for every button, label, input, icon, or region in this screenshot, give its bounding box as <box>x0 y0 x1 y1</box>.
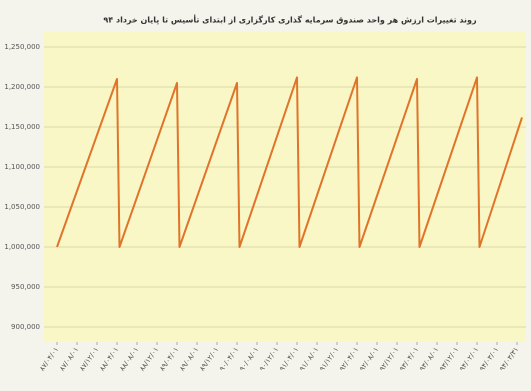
y-tick-label: 1,050,000 <box>4 203 40 211</box>
y-tick-label: 1,150,000 <box>4 123 40 131</box>
plot-area <box>44 32 526 342</box>
y-tick-label: 900,000 <box>11 323 40 331</box>
chart-title: روند تغییرات ارزش هر واحد صندوق سرمایه گ… <box>103 15 477 26</box>
line <box>56 76 523 248</box>
y-tick-label: 950,000 <box>11 283 40 291</box>
y-tick-label: 1,200,000 <box>4 83 40 91</box>
y-tick-label: 1,100,000 <box>4 163 40 171</box>
y-tick-label: 1,000,000 <box>4 243 40 251</box>
y-tick-label: 1,250,000 <box>4 43 40 51</box>
